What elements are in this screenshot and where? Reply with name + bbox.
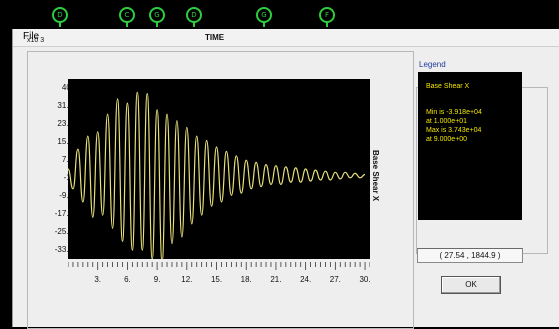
marker-icon-4: D	[186, 7, 202, 27]
menu-bar: File	[13, 29, 559, 47]
marker-icon-6: F	[319, 7, 335, 27]
marker-icon-2: C	[119, 7, 135, 27]
series-line-0	[68, 91, 366, 259]
marker-icon-3: G	[149, 7, 165, 27]
marker-icon-5: G	[256, 7, 272, 27]
marker-icon-1: D	[52, 7, 68, 27]
y-tick-label: -9.2	[59, 190, 73, 200]
legend-max: Max is 3.743e+04	[426, 127, 482, 134]
legend-title: Legend	[417, 60, 448, 69]
y-tick-label: 7.2	[61, 154, 73, 164]
x-tick-label: 30.	[359, 275, 371, 284]
cursor-coordinates: ( 27.54 , 1844.9 )	[417, 248, 523, 263]
legend-box: Base Shear X Min is -3.918e+04 at 1.000e…	[418, 72, 522, 220]
y-tick-label: -25.6	[54, 226, 73, 236]
x-tick-label: 9.	[153, 275, 161, 284]
legend-series-name: Base Shear X	[426, 83, 470, 90]
x-tick-label: 21.	[270, 275, 282, 284]
x-tick-label: 6.	[124, 275, 131, 284]
x-tick-label: 15.	[210, 275, 223, 284]
plot-area	[68, 79, 370, 259]
x-tick-label: 12.	[181, 275, 193, 284]
x-tick-label: 3.	[94, 275, 102, 284]
y-tick-label: 23.6	[57, 118, 73, 128]
x-axis-ticks	[68, 262, 370, 270]
y-axis-title: Base Shear X	[371, 150, 380, 202]
legend-max-at: at 9.000e+00	[426, 136, 468, 143]
menu-file[interactable]: File	[23, 31, 40, 42]
y-tick-label: 40.	[61, 82, 73, 92]
x-tick-label: 27.	[329, 275, 341, 284]
top-toolbar-strip: D C G D G F	[0, 0, 559, 30]
y-tick-label: -17.4	[54, 208, 73, 218]
legend-min-at: at 1.000e+01	[426, 118, 468, 125]
x-tick-label: 24.	[300, 275, 312, 284]
x-tick-label: 18.	[240, 275, 252, 284]
y-tick-label: 15.4	[57, 136, 73, 146]
legend-min: Min is -3.918e+04	[426, 109, 482, 116]
y-tick-label: -33.8	[54, 244, 73, 254]
chart-title: TIME	[205, 33, 225, 42]
ok-button[interactable]: OK	[441, 276, 501, 294]
y-scale-factor: x10 3	[27, 37, 45, 44]
y-tick-label: 31.8	[57, 100, 73, 110]
